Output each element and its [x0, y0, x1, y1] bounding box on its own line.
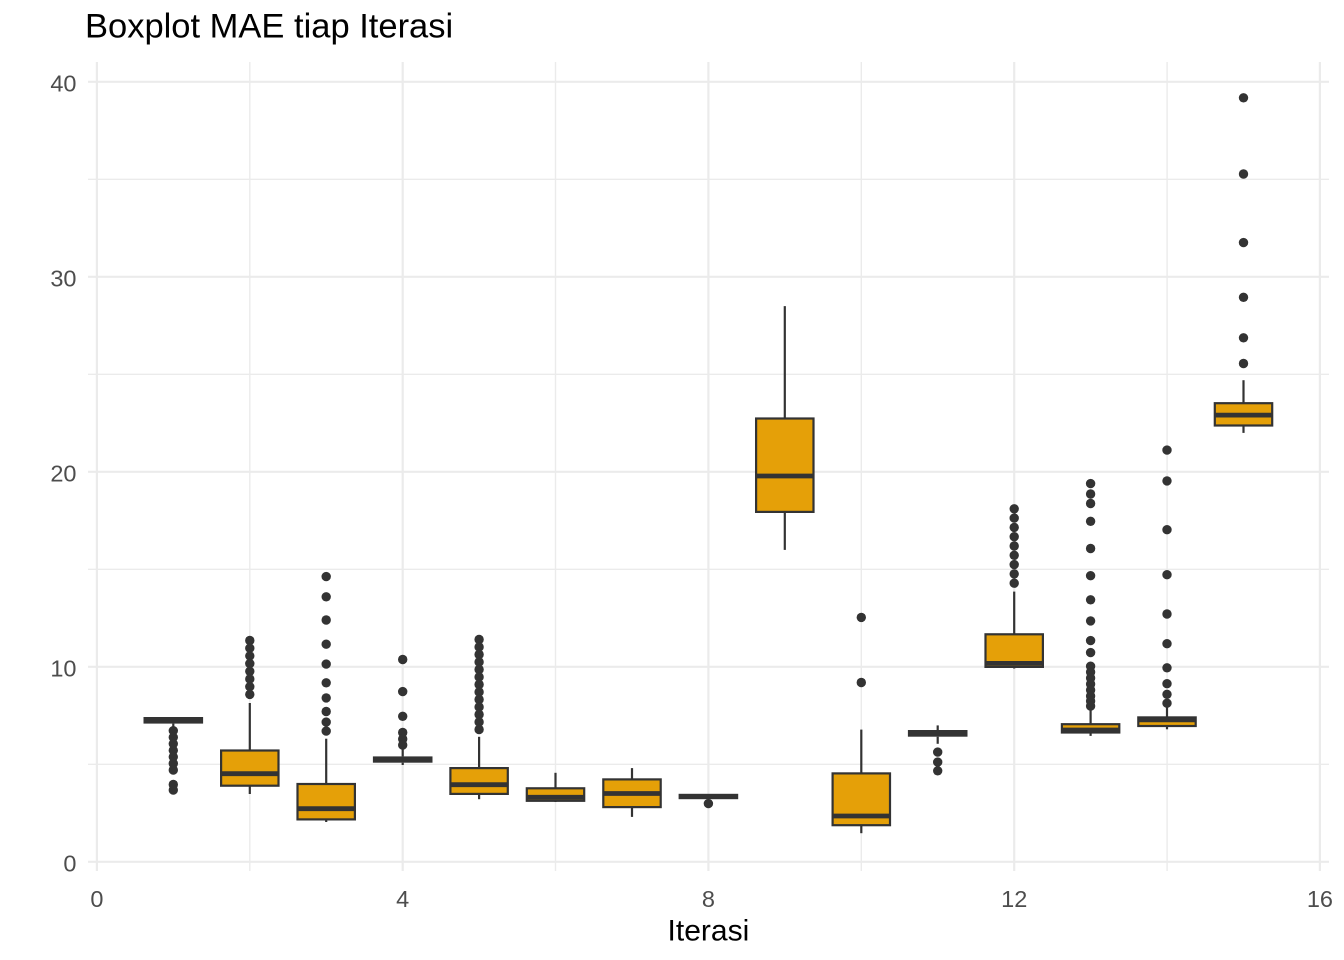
svg-text:40: 40 [50, 70, 76, 96]
svg-text:8: 8 [702, 886, 715, 912]
svg-text:12: 12 [1001, 886, 1027, 912]
svg-text:16: 16 [1307, 886, 1333, 912]
svg-text:0: 0 [63, 850, 76, 876]
svg-text:Boxplot MAE tiap Iterasi: Boxplot MAE tiap Iterasi [85, 7, 453, 45]
svg-text:20: 20 [50, 460, 76, 486]
svg-text:Iterasi: Iterasi [668, 915, 750, 948]
svg-text:10: 10 [50, 655, 76, 681]
svg-text:4: 4 [396, 886, 409, 912]
svg-text:30: 30 [50, 265, 76, 291]
svg-text:0: 0 [90, 886, 103, 912]
